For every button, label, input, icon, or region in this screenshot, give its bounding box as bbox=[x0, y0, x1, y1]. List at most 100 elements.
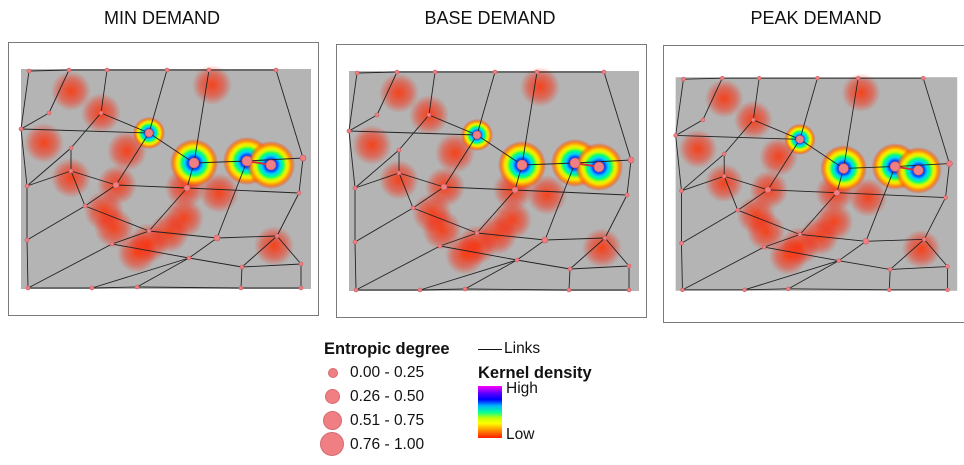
network-link bbox=[675, 135, 682, 191]
network-link bbox=[516, 239, 546, 261]
network-node bbox=[601, 69, 607, 75]
network-link bbox=[788, 260, 839, 290]
map-panel-min bbox=[8, 42, 319, 316]
network-node bbox=[265, 159, 277, 171]
network-link bbox=[464, 288, 570, 291]
network-link bbox=[476, 189, 516, 234]
network-link bbox=[91, 257, 190, 289]
network-node bbox=[353, 287, 359, 293]
class-label-3: 0.51 - 0.75 bbox=[350, 412, 425, 429]
network-link bbox=[799, 78, 818, 140]
network-link bbox=[356, 71, 398, 74]
network-node bbox=[472, 130, 482, 140]
network-link bbox=[681, 243, 683, 290]
network-link bbox=[412, 186, 445, 209]
network-link bbox=[412, 207, 478, 234]
kernel-density-title: Kernel density bbox=[478, 364, 592, 382]
node-size-2-icon bbox=[325, 389, 340, 404]
network-link bbox=[895, 163, 950, 167]
network-link bbox=[889, 239, 925, 270]
network-link bbox=[48, 69, 70, 114]
network-node bbox=[833, 189, 841, 196]
network-link bbox=[890, 266, 948, 270]
network-node bbox=[720, 75, 725, 81]
density-hotspot bbox=[379, 160, 419, 200]
network-link bbox=[216, 235, 278, 239]
network-link bbox=[376, 71, 398, 116]
network-node bbox=[946, 160, 953, 167]
network-node bbox=[426, 112, 432, 118]
network-link bbox=[681, 175, 725, 192]
network-link bbox=[354, 241, 357, 291]
network-link bbox=[603, 71, 632, 161]
network-node bbox=[432, 69, 438, 75]
network-link bbox=[91, 286, 138, 289]
network-node bbox=[462, 286, 468, 292]
network-node bbox=[82, 203, 88, 209]
network-link bbox=[568, 268, 571, 291]
kernel-density-color-ramp bbox=[478, 386, 502, 438]
density-hotspot bbox=[527, 175, 567, 215]
network-node bbox=[164, 67, 170, 73]
network-node bbox=[943, 195, 948, 200]
link-line-swatch bbox=[478, 349, 502, 351]
network-node bbox=[238, 285, 244, 291]
network-link bbox=[788, 288, 890, 291]
network-link bbox=[681, 153, 725, 192]
network-link bbox=[516, 259, 571, 270]
network-link bbox=[193, 69, 210, 164]
network-node bbox=[354, 70, 360, 76]
network-node bbox=[144, 128, 154, 138]
network-node bbox=[855, 75, 861, 81]
network-link bbox=[443, 134, 478, 188]
network-link bbox=[20, 112, 50, 130]
network-node bbox=[913, 165, 924, 176]
network-link bbox=[702, 77, 723, 121]
network-link bbox=[276, 192, 300, 237]
network-node bbox=[761, 244, 767, 250]
network-link bbox=[521, 71, 538, 166]
network-node bbox=[109, 241, 115, 247]
network-link bbox=[865, 166, 896, 242]
network-link bbox=[569, 265, 630, 270]
network-node bbox=[721, 174, 727, 179]
network-link bbox=[241, 263, 302, 268]
network-link bbox=[626, 159, 632, 196]
network-link bbox=[514, 189, 628, 196]
network-node bbox=[815, 75, 820, 81]
network-link bbox=[20, 128, 28, 187]
network-link bbox=[26, 239, 29, 289]
network-link bbox=[744, 288, 789, 291]
network-node bbox=[627, 156, 635, 164]
network-link bbox=[419, 288, 466, 291]
network-node bbox=[626, 287, 632, 293]
network-link bbox=[428, 114, 478, 136]
network-node bbox=[534, 69, 540, 75]
network-link bbox=[136, 257, 190, 288]
kernel-low-label: Low bbox=[506, 426, 535, 443]
network-link bbox=[398, 172, 414, 209]
network-link bbox=[574, 159, 632, 164]
network-link bbox=[836, 192, 946, 199]
network-link bbox=[70, 170, 86, 207]
network-node bbox=[146, 228, 152, 234]
network-node bbox=[241, 155, 253, 167]
network-node bbox=[887, 287, 892, 293]
network-node bbox=[679, 240, 684, 246]
kernel-high-label: High bbox=[506, 380, 538, 397]
network-node bbox=[569, 157, 581, 169]
network-node bbox=[188, 157, 200, 169]
network-link bbox=[136, 286, 242, 289]
network-link bbox=[753, 119, 801, 140]
density-hotspot bbox=[199, 173, 239, 213]
network-link bbox=[604, 237, 630, 267]
network-node bbox=[514, 257, 520, 263]
density-hotspot bbox=[422, 210, 462, 250]
network-link bbox=[838, 260, 891, 270]
legend: Entropic degree Links 0.00 - 0.25 0.26 -… bbox=[320, 332, 640, 465]
network-link bbox=[348, 114, 378, 132]
network-link bbox=[354, 172, 400, 189]
network-node bbox=[68, 145, 74, 151]
network-link bbox=[476, 232, 546, 241]
network-link bbox=[84, 184, 117, 207]
